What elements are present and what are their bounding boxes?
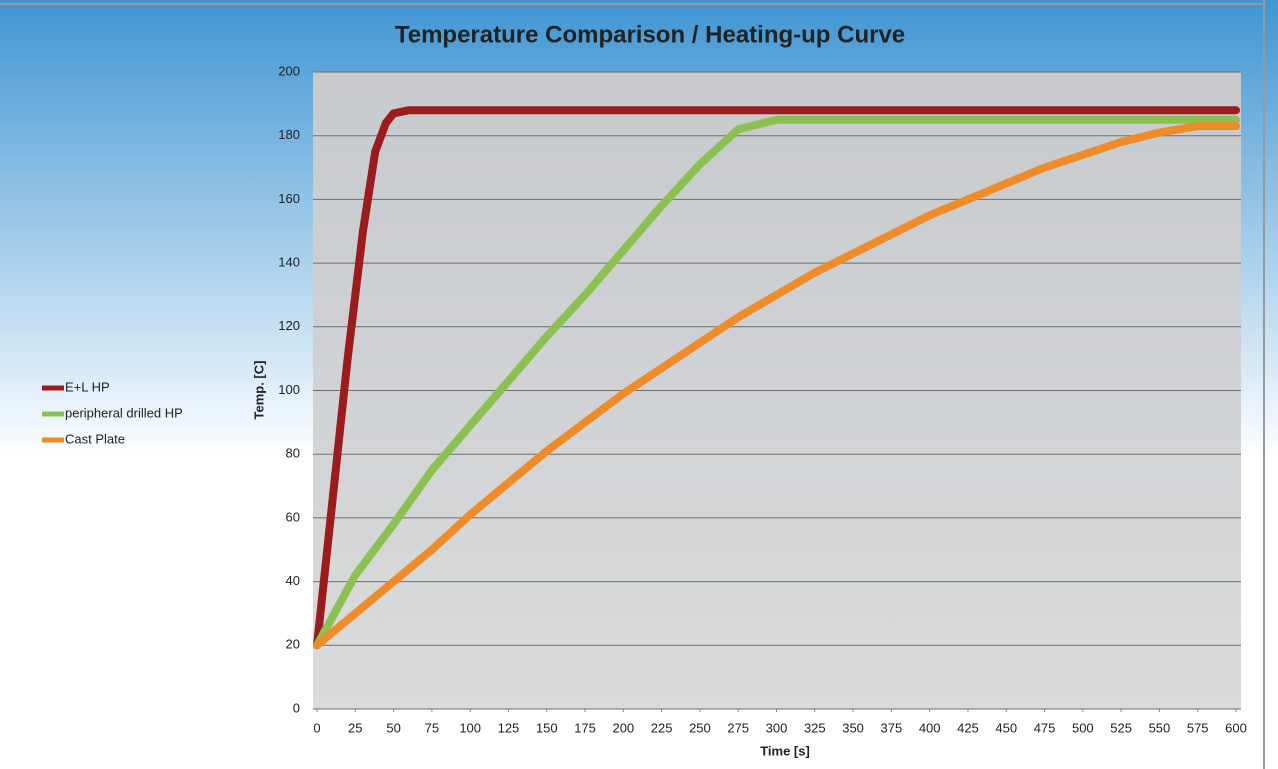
x-tick-label: 425 [957, 720, 979, 735]
x-tick-label: 400 [919, 720, 941, 735]
x-tick-label: 175 [574, 720, 596, 735]
x-tick-label: 300 [766, 720, 788, 735]
x-tick-label: 600 [1225, 720, 1247, 735]
x-tick-label: 150 [536, 720, 558, 735]
x-tick-label: 450 [995, 720, 1017, 735]
x-tick-label: 375 [881, 720, 903, 735]
series-line [313, 122, 1240, 650]
y-tick-label: 140 [278, 255, 300, 270]
y-tick-label: 200 [278, 63, 300, 78]
y-tick-label: 20 [286, 637, 300, 652]
legend-label: peripheral drilled HP [65, 405, 183, 420]
x-tick-label: 525 [1110, 720, 1132, 735]
legend-label: E+L HP [65, 379, 110, 394]
y-tick-label: 160 [278, 191, 300, 206]
x-tick-label: 325 [804, 720, 826, 735]
y-tick-label: 40 [286, 573, 300, 588]
x-tick-label: 350 [842, 720, 864, 735]
x-tick-label: 275 [727, 720, 749, 735]
x-tick-label: 25 [348, 720, 362, 735]
x-tick-label: 475 [1034, 720, 1056, 735]
x-tick-label: 550 [1149, 720, 1171, 735]
chart-title: Temperature Comparison / Heating-up Curv… [395, 21, 905, 48]
x-axis-label: Time [s] [760, 743, 810, 758]
y-tick-label: 0 [293, 700, 300, 715]
x-tick-label: 100 [459, 720, 481, 735]
x-tick-label: 50 [386, 720, 400, 735]
x-tick-label: 125 [498, 720, 520, 735]
series-line [313, 115, 1240, 650]
y-tick-label: 80 [286, 446, 300, 461]
y-axis-label: Temp. [C] [251, 361, 266, 420]
x-tick-label: 500 [1072, 720, 1094, 735]
x-tick-label: 0 [313, 720, 320, 735]
y-tick-label: 100 [278, 382, 300, 397]
legend-label: Cast Plate [65, 431, 125, 446]
y-tick-label: 120 [278, 318, 300, 333]
y-tick-label: 60 [286, 509, 300, 524]
x-tick-label: 225 [651, 720, 673, 735]
x-tick-label: 250 [689, 720, 711, 735]
series-line [313, 106, 1240, 650]
y-tick-label: 180 [278, 127, 300, 142]
x-tick-label: 575 [1187, 720, 1209, 735]
x-tick-label: 200 [612, 720, 634, 735]
x-tick-label: 75 [425, 720, 439, 735]
